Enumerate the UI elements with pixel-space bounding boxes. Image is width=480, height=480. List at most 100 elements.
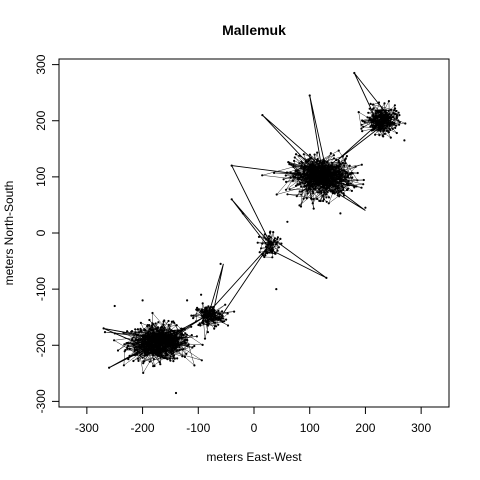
data-point xyxy=(393,104,396,107)
data-point xyxy=(152,339,155,342)
y-tick-label: 100 xyxy=(34,167,48,187)
data-point xyxy=(160,334,163,337)
data-point xyxy=(335,175,338,178)
data-point xyxy=(220,316,223,320)
data-point xyxy=(143,328,146,331)
data-point xyxy=(176,349,179,352)
data-point xyxy=(362,125,365,128)
data-point xyxy=(312,170,315,173)
data-point xyxy=(298,190,301,193)
data-point xyxy=(135,345,138,348)
data-point xyxy=(208,307,211,310)
data-point xyxy=(127,344,130,347)
data-point xyxy=(139,338,142,341)
data-point xyxy=(166,342,169,345)
data-point xyxy=(164,345,167,348)
data-point xyxy=(379,129,382,133)
data-point xyxy=(134,328,137,331)
outlier-point xyxy=(286,220,289,223)
data-point xyxy=(276,249,279,252)
data-point xyxy=(167,323,170,326)
data-point xyxy=(341,169,344,172)
data-point xyxy=(163,340,166,343)
data-point xyxy=(175,343,179,346)
data-point xyxy=(333,188,337,191)
outlier-point xyxy=(108,366,111,369)
data-point xyxy=(306,189,309,193)
data-point xyxy=(368,107,371,110)
data-point xyxy=(154,351,157,355)
data-point xyxy=(345,155,348,158)
data-point xyxy=(172,354,176,357)
data-point xyxy=(398,121,401,124)
data-point xyxy=(380,112,383,116)
data-point xyxy=(158,337,161,340)
data-point xyxy=(331,183,334,186)
data-point xyxy=(341,184,344,188)
data-point xyxy=(350,171,353,175)
data-point xyxy=(300,193,303,196)
data-point xyxy=(195,320,198,323)
data-point xyxy=(304,185,307,188)
data-point xyxy=(149,339,152,342)
data-point xyxy=(172,344,175,347)
data-point xyxy=(306,177,309,180)
data-point xyxy=(331,166,334,169)
data-point xyxy=(300,167,303,170)
data-point xyxy=(208,309,211,312)
data-point xyxy=(130,330,134,333)
data-point xyxy=(207,313,210,316)
data-point xyxy=(380,124,383,127)
data-point xyxy=(323,191,326,194)
data-point xyxy=(116,349,120,352)
data-point xyxy=(219,313,222,316)
data-point xyxy=(148,352,152,355)
data-point xyxy=(370,129,373,132)
data-point xyxy=(310,165,313,168)
data-point xyxy=(201,309,204,312)
data-point xyxy=(155,341,158,344)
outlier-point xyxy=(403,139,406,142)
data-point xyxy=(326,176,329,179)
data-point xyxy=(156,352,159,355)
outlier-point xyxy=(261,114,264,117)
data-point xyxy=(404,122,407,125)
data-point xyxy=(339,163,342,166)
data-point xyxy=(391,127,394,130)
data-point xyxy=(265,250,268,254)
data-point xyxy=(182,348,185,351)
data-point xyxy=(267,240,270,244)
data-point xyxy=(343,164,346,167)
data-point xyxy=(180,342,183,345)
data-point xyxy=(323,159,326,162)
data-point xyxy=(151,311,154,315)
data-point xyxy=(273,252,277,255)
data-point xyxy=(309,173,312,176)
data-point xyxy=(329,190,332,193)
data-point xyxy=(201,321,204,324)
data-point xyxy=(139,321,142,324)
data-point xyxy=(276,236,279,239)
data-point xyxy=(316,160,319,163)
data-point xyxy=(280,242,283,245)
data-point xyxy=(144,348,147,351)
data-point xyxy=(141,356,144,359)
data-point xyxy=(163,350,166,353)
data-point xyxy=(311,186,314,189)
data-point xyxy=(327,174,330,177)
data-point xyxy=(217,309,220,312)
data-point xyxy=(341,161,344,164)
data-point xyxy=(398,114,401,117)
data-point xyxy=(148,360,151,363)
data-point xyxy=(299,174,302,177)
cluster-track xyxy=(104,312,204,374)
outlier-point xyxy=(186,299,189,302)
data-point xyxy=(326,191,329,194)
data-point xyxy=(294,176,297,179)
data-point xyxy=(134,338,137,341)
data-point xyxy=(133,350,136,353)
data-point xyxy=(384,112,387,115)
data-point xyxy=(169,330,172,334)
data-point xyxy=(141,340,145,343)
